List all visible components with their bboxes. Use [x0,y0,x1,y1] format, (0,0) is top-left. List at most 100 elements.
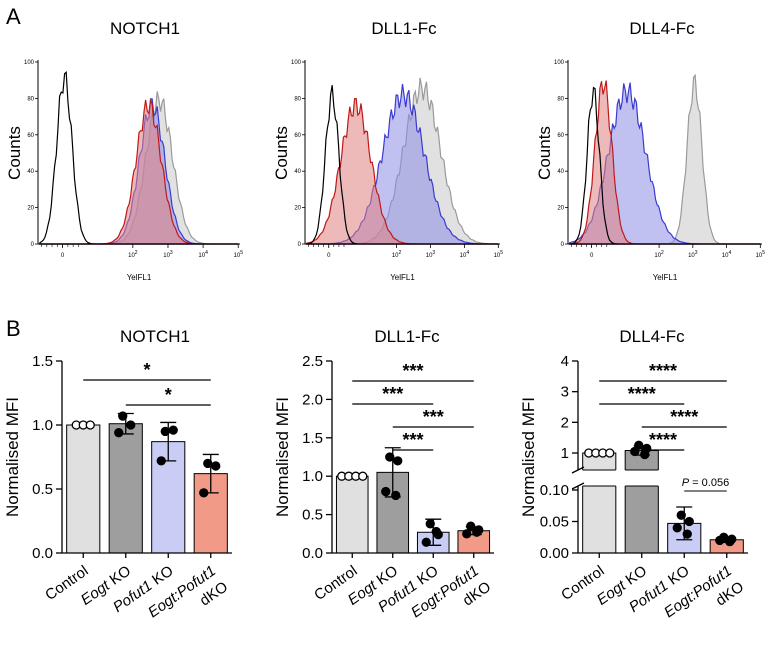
histogram-notch1: NOTCH1 Counts YelFL1 0 20 40 60 80 100 0 102 103 104… [5,19,243,282]
data-point [672,523,682,533]
x-tick-label: 105 [756,250,766,259]
significance-stars: *** [423,407,444,427]
panel-b-label: B [6,316,21,341]
x-tick-exponent: 5 [762,250,765,256]
panel-a-label: A [6,4,21,29]
y-tick-label: 0 [298,242,302,248]
x-tick-label: 103 [688,250,698,259]
data-point [472,527,482,537]
x-tick-exponent: 3 [432,250,435,256]
y-tick-label: 40 [557,169,564,175]
data-point [630,446,640,457]
bar-eogt-ko [108,423,143,554]
y-tick-label: 100 [554,60,565,66]
x-tick-exponent: 5 [240,250,243,256]
significance-stars: **** [628,384,656,404]
data-point [682,529,692,539]
bar-eogt-ko [624,450,659,554]
y-tick-label: 2.0 [302,391,323,408]
significance-stars: **** [649,430,677,450]
significance-stars: **** [670,407,698,427]
significance-stars: *** [402,430,423,450]
histogram-dll4-fc: DLL4-Fc Counts YelFL1 0 20 40 60 80 100 0 102 103 10… [535,19,765,282]
data-point [203,458,213,469]
y-tick-label: 1.5 [32,353,53,370]
data-point [199,488,209,498]
data-point [425,519,435,529]
y-axis-label: Counts [5,126,24,180]
y-tick-label: 80 [27,96,34,102]
data-point [393,456,403,466]
chart-title: DLL4-Fc [629,19,695,38]
y-tick-label: 20 [27,206,34,212]
chart-title: NOTCH1 [110,19,180,38]
data-point [605,448,615,458]
y-tick-label: 40 [27,169,34,175]
x-tick-exponent: 2 [661,250,664,256]
y-tick-label: 20 [294,206,301,212]
x-tick-label: 105 [234,250,244,259]
data-point [168,425,178,435]
significance-stars: **** [649,361,677,381]
chart-title: DLL1-Fc [371,19,437,38]
histogram-eogt-pofut1-dko [569,80,761,245]
y-tick-label: 60 [294,133,301,139]
y-axis-label: Counts [272,126,291,180]
y-tick-label: 0.0 [302,545,323,562]
x-axis-label: YelFL1 [653,273,678,282]
y-tick-label: 0 [561,242,565,248]
y-tick-label: 0.00 [540,545,569,562]
y-tick-label: 60 [557,133,564,139]
bar-control [582,452,617,554]
p-value-label: P = 0.056 [682,477,729,489]
x-tick-label: 0 [590,253,594,259]
data-point [381,486,391,497]
x-tick-label: 102 [392,250,402,259]
y-tick-label: 60 [27,133,34,139]
x-axis-label: YelFL1 [127,273,152,282]
data-point [211,461,221,471]
axis-break-gap [566,470,748,486]
y-tick-label: 100 [291,60,302,66]
x-tick-label: 104 [460,250,470,259]
chart-title: DLL1-Fc [374,327,440,346]
x-tick-label: 105 [494,250,504,259]
x-tick-exponent: 2 [399,250,402,256]
axis-break-mark [571,466,585,474]
significance-stars: *** [382,384,403,404]
data-point [156,456,166,466]
y-tick-label: 0.5 [32,481,53,498]
data-point [385,452,395,462]
data-point [466,521,476,531]
y-tick-label: 4 [561,353,569,370]
y-tick-label: 80 [294,96,301,102]
data-point [684,516,694,527]
x-tick-exponent: 2 [135,250,138,256]
x-tick-exponent: 3 [170,250,173,256]
y-tick-label: 0.0 [32,545,53,562]
y-tick-label: 0.05 [540,514,569,531]
x-tick-label: 104 [198,250,208,259]
y-tick-label: 1.5 [302,430,323,447]
x-tick-exponent: 5 [500,250,503,256]
y-tick-label: 40 [294,169,301,175]
data-point [118,411,128,421]
x-tick-label: 0 [327,253,331,259]
axis-break-mark [571,482,585,490]
x-tick-label: 104 [722,250,732,259]
y-axis-label: Counts [535,126,554,180]
data-point [676,510,686,520]
data-point [114,428,124,438]
y-tick-label: 1.0 [32,417,53,434]
data-point [85,420,95,430]
bar-control [66,424,101,554]
y-tick-label: 2.5 [302,353,323,370]
chart-title: NOTCH1 [120,327,190,346]
y-axis-label: Normalised MFI [3,397,22,517]
data-point [421,537,431,547]
x-tick-exponent: 4 [205,250,208,256]
